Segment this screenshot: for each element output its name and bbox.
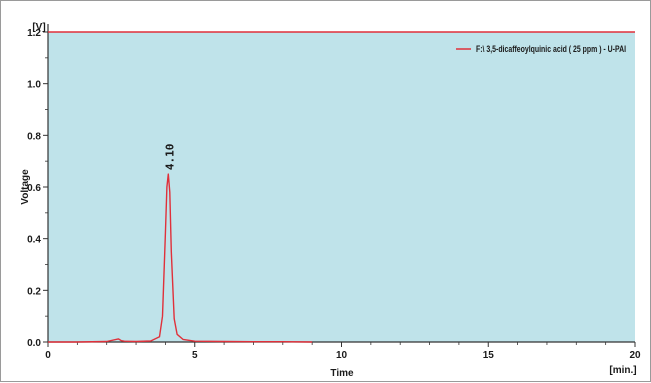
- y-tick-label: 0.2: [27, 286, 41, 297]
- x-tick-label: 20: [629, 350, 641, 361]
- annotations: 4.10: [163, 144, 176, 171]
- x-ticks: 0 5 10 15 20: [45, 342, 641, 361]
- y-tick-label: 1.0: [27, 80, 41, 91]
- y-tick-label: 0.4: [27, 235, 41, 246]
- x-tick-label: 0: [45, 350, 51, 361]
- y-unit-label: [V]: [32, 22, 45, 33]
- y-tick-label: 0.0: [27, 338, 41, 349]
- plot-area: [48, 32, 635, 342]
- x-tick-label: 15: [483, 350, 495, 361]
- y-tick-label: 1.2: [27, 28, 41, 39]
- x-axis-label: Time: [330, 368, 354, 379]
- series-line: [48, 173, 313, 343]
- legend-label: F:\ 3,5-dicaffeoylquinic acid ( 25 ppm )…: [476, 44, 626, 54]
- y-tick-label: 0.6: [27, 183, 41, 194]
- series-lines: [48, 31, 635, 343]
- y-axis-label: Voltage: [20, 169, 31, 205]
- x-tick-label: 5: [192, 350, 198, 361]
- x-tick-label: 10: [336, 350, 348, 361]
- legend: F:\ 3,5-dicaffeoylquinic acid ( 25 ppm )…: [456, 44, 626, 54]
- y-ticks: 0.0 0.2 0.4 0.6 0.8 1.0 1.2: [27, 28, 48, 349]
- y-tick-label: 0.8: [27, 131, 41, 142]
- x-unit-label: [min.]: [609, 365, 636, 376]
- peak-label: 4.10: [163, 144, 176, 171]
